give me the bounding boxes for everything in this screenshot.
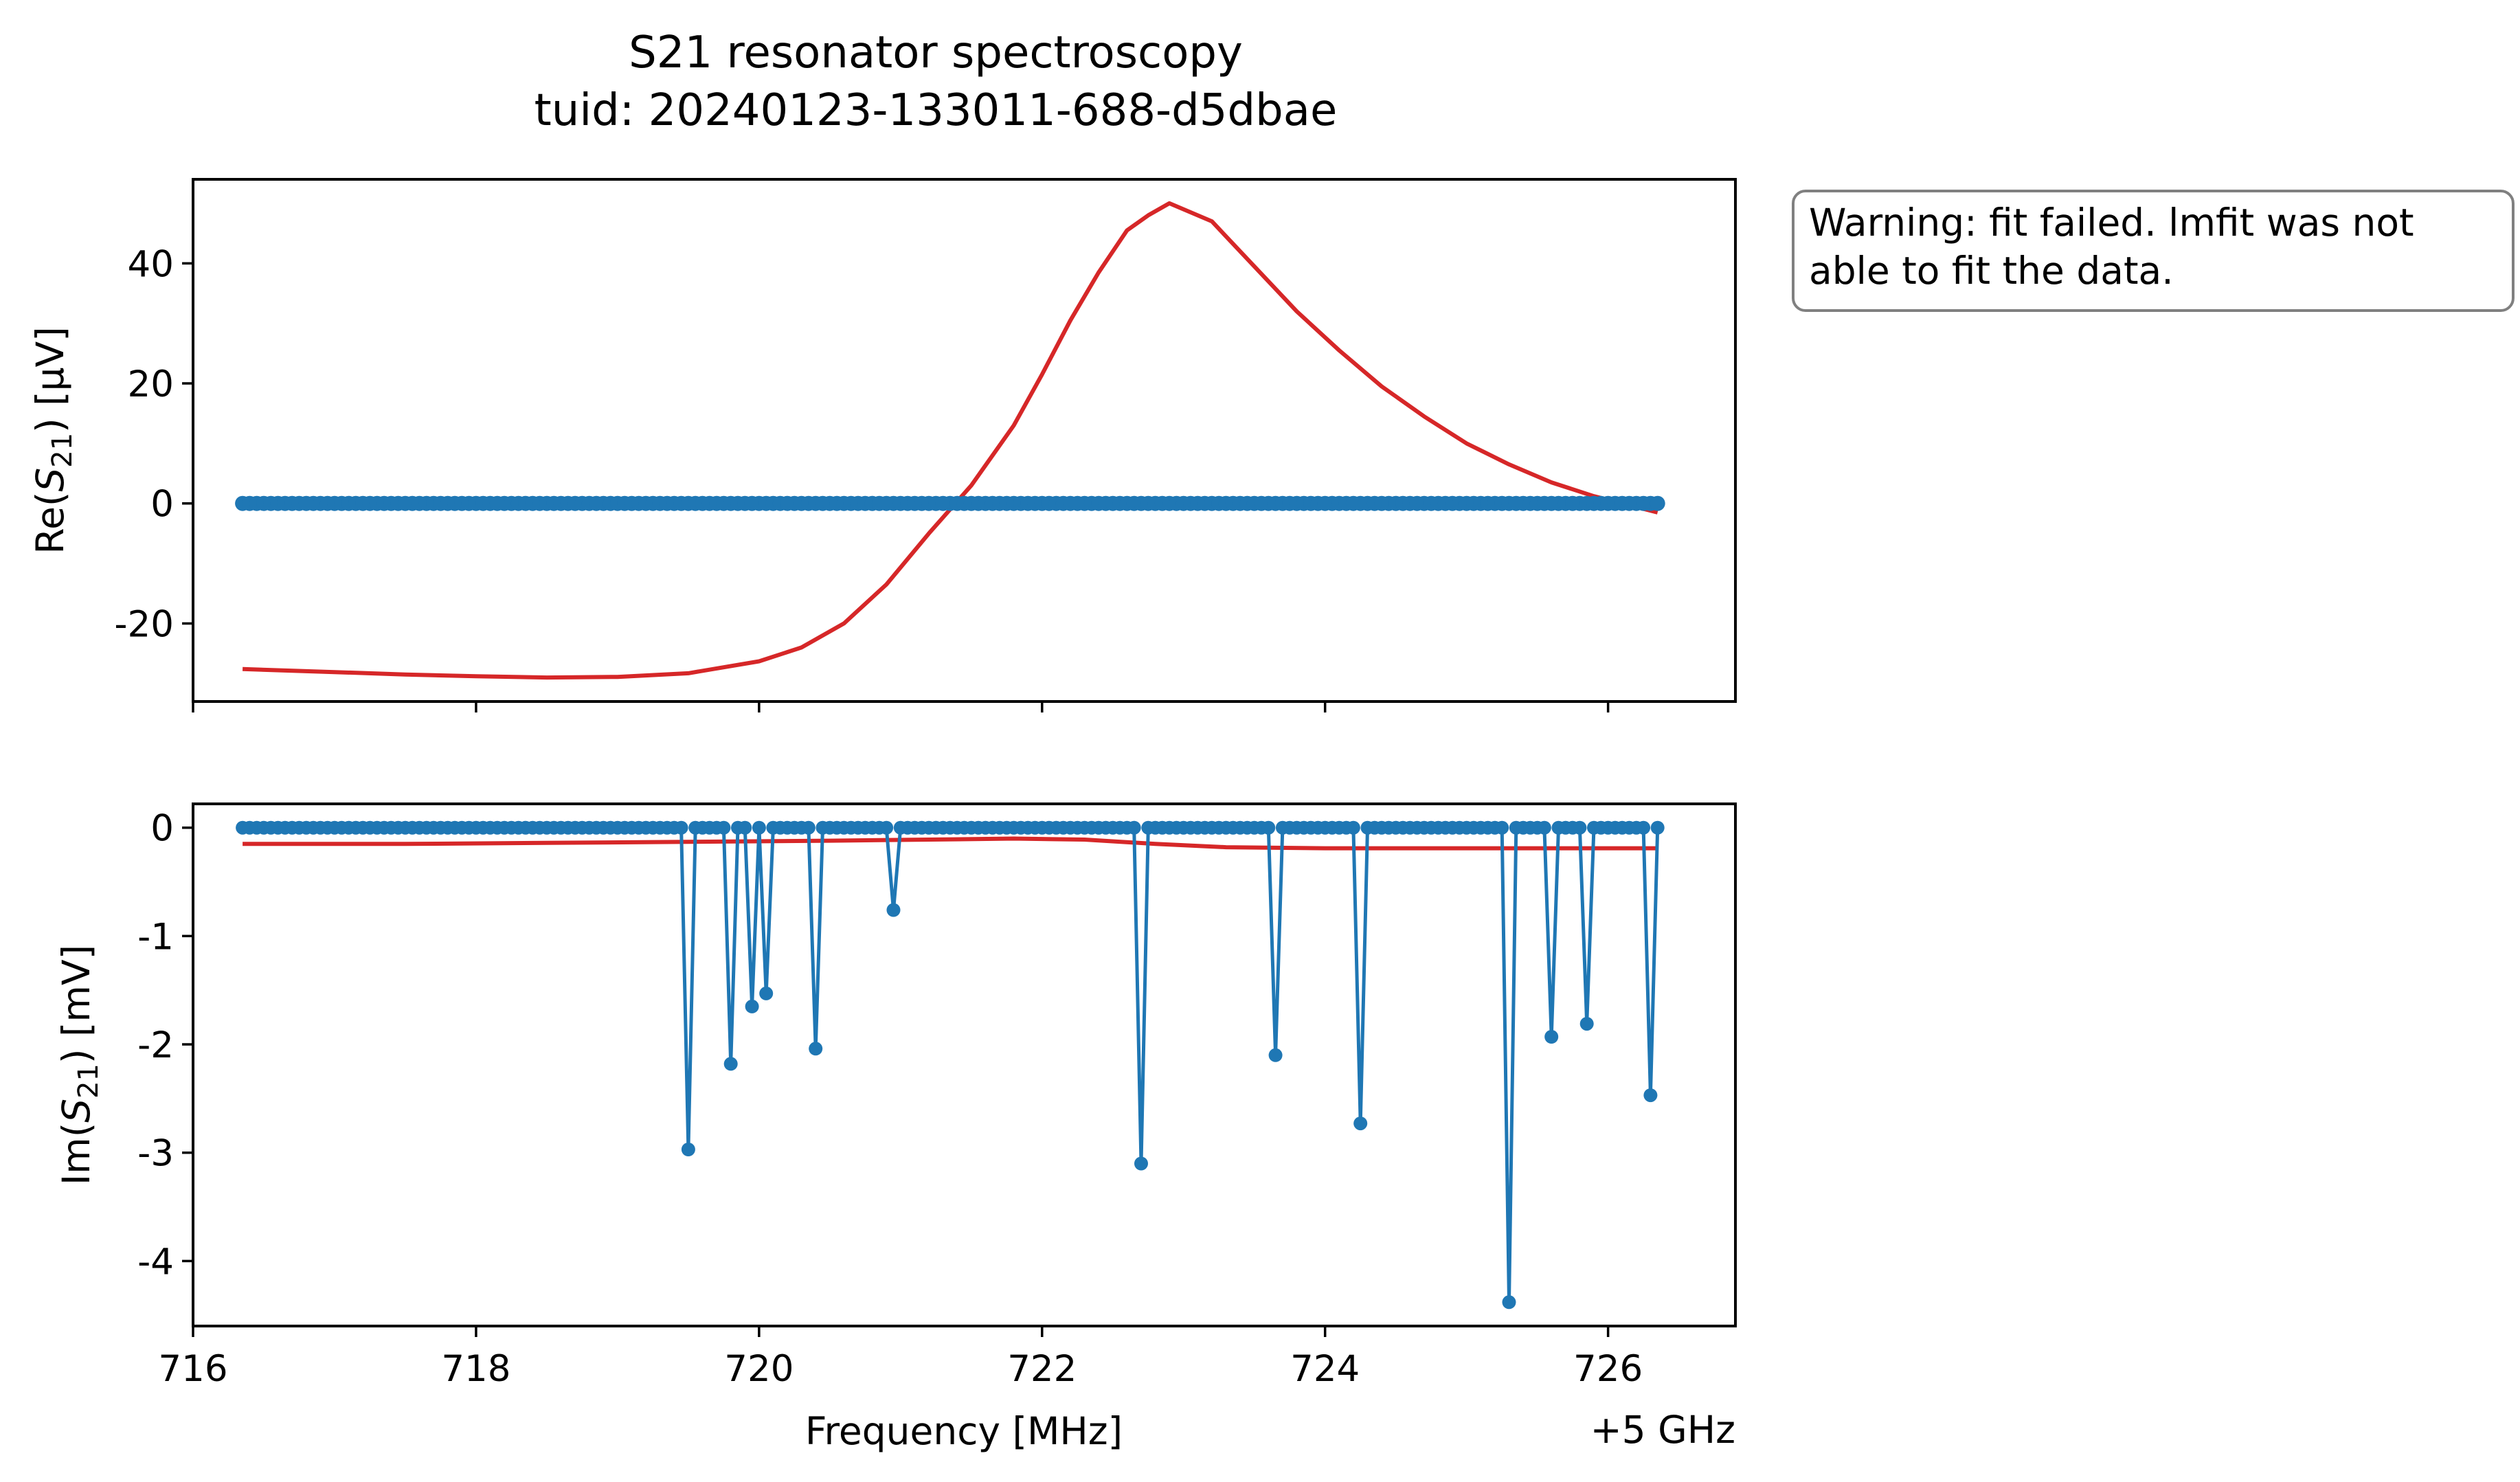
re-s21-data-point [1650, 495, 1665, 511]
im-s21-ytick-label: 0 [150, 808, 174, 850]
im-s21-ylabel-suffix: ) [mV] [54, 945, 98, 1064]
im-s21-data-layer [236, 820, 1665, 1310]
re-s21-ytick-label: 40 [128, 243, 174, 285]
re-s21-data-layer [235, 495, 1665, 511]
im-s21-data-point [879, 820, 894, 835]
im-s21-data-point [1544, 1030, 1559, 1044]
im-s21-data-point [1579, 1017, 1594, 1031]
im-s21-panel: 0 -1 -2 -3 -4 716 718 720 722 724 726 Im(S21) [mV… [54, 802, 1737, 1453]
re-s21-ylabel-sub: 21 [47, 433, 78, 468]
im-s21-xtick-label: 726 [1573, 1348, 1643, 1390]
im-s21-data-point [1502, 1295, 1516, 1310]
re-s21-fit-line [243, 201, 1658, 680]
re-s21-ylabel-suffix: ) [µV] [28, 326, 72, 432]
frequency-xlabel: Frequency [MHz] [805, 1409, 1123, 1453]
im-s21-xtick-label: 720 [724, 1348, 794, 1390]
re-s21-axes-frame [192, 178, 1737, 703]
im-s21-data-point [759, 986, 774, 1000]
re-s21-yticks: 40 20 0 -20 [114, 243, 193, 645]
im-s21-ylabel-var: S [54, 1099, 98, 1123]
im-s21-xticks: 716 718 720 722 724 726 [158, 1326, 1643, 1390]
im-s21-data-point [1537, 820, 1551, 835]
im-s21-data-point [717, 820, 731, 835]
re-s21-fit-layer [243, 201, 1658, 680]
im-s21-data-point [809, 1042, 823, 1056]
im-s21-ytick-label: -3 [137, 1133, 174, 1175]
im-s21-ytick-label: -4 [137, 1241, 174, 1283]
im-s21-data-point [1650, 820, 1665, 835]
frequency-offset-label: +5 GHz [1590, 1408, 1735, 1452]
im-s21-data-point [1268, 1048, 1283, 1062]
im-s21-ylabel: Im(S21) [mV] [54, 945, 104, 1185]
im-s21-data-point [1495, 820, 1509, 835]
im-s21-data-point [1127, 820, 1141, 835]
chart-subtitle: tuid: 20240123-133011-688-d5dbae [535, 85, 1338, 136]
im-s21-ytick-label: -2 [137, 1024, 174, 1066]
im-s21-data-point [886, 903, 901, 917]
re-s21-ytick-label: 0 [150, 484, 174, 526]
chart-title: S21 resonator spectroscopy [629, 27, 1243, 78]
im-s21-data-point [752, 820, 766, 835]
im-s21-data-point [1573, 820, 1587, 835]
im-s21-xtick-label: 724 [1290, 1348, 1360, 1390]
im-s21-fit-layer [243, 836, 1658, 851]
im-s21-data-point [801, 820, 815, 835]
re-s21-ytick-label: -20 [114, 603, 174, 645]
im-s21-data-point [1261, 820, 1276, 835]
im-s21-data-point [723, 1057, 738, 1071]
im-s21-ylabel-sub: 21 [73, 1064, 104, 1099]
im-s21-data-point [681, 1143, 695, 1156]
im-s21-data-point [738, 820, 752, 835]
im-s21-ytick-label: -1 [137, 916, 174, 958]
im-s21-data-point [1346, 820, 1360, 835]
fit-warning-box: Warning: fit failed. lmfit was not able … [1792, 190, 2515, 312]
im-s21-data-point [745, 999, 759, 1013]
fit-warning-line1: Warning: fit failed. lmfit was not [1809, 201, 2414, 245]
re-s21-ylabel-var: S [28, 468, 72, 492]
im-s21-xtick-label: 718 [441, 1348, 510, 1390]
im-s21-fit-line [243, 836, 1658, 851]
im-s21-data-point [1353, 1116, 1368, 1131]
fit-warning-line2: able to fit the data. [1809, 249, 2174, 293]
re-s21-xticks [192, 701, 1610, 712]
im-s21-xtick-label: 722 [1007, 1348, 1077, 1390]
im-s21-data-point [1643, 1088, 1658, 1103]
im-s21-axes-frame [192, 802, 1737, 1327]
im-s21-data-point [1134, 1156, 1148, 1171]
im-s21-data-point [1636, 820, 1651, 835]
im-s21-xtick-label: 716 [158, 1348, 227, 1390]
re-s21-ytick-label: 20 [128, 363, 174, 405]
im-s21-yticks: 0 -1 -2 -3 -4 [137, 808, 193, 1283]
im-s21-data-line [243, 826, 1660, 1304]
im-s21-ylabel-prefix: Im( [54, 1123, 98, 1185]
fit-warning-border [1792, 190, 2515, 312]
im-s21-data-point [674, 820, 688, 835]
re-s21-panel: 40 20 0 -20 Re(S21) [µV] [28, 178, 1737, 712]
re-s21-ylabel-prefix: Re( [28, 492, 72, 554]
re-s21-ylabel: Re(S21) [µV] [28, 326, 78, 554]
